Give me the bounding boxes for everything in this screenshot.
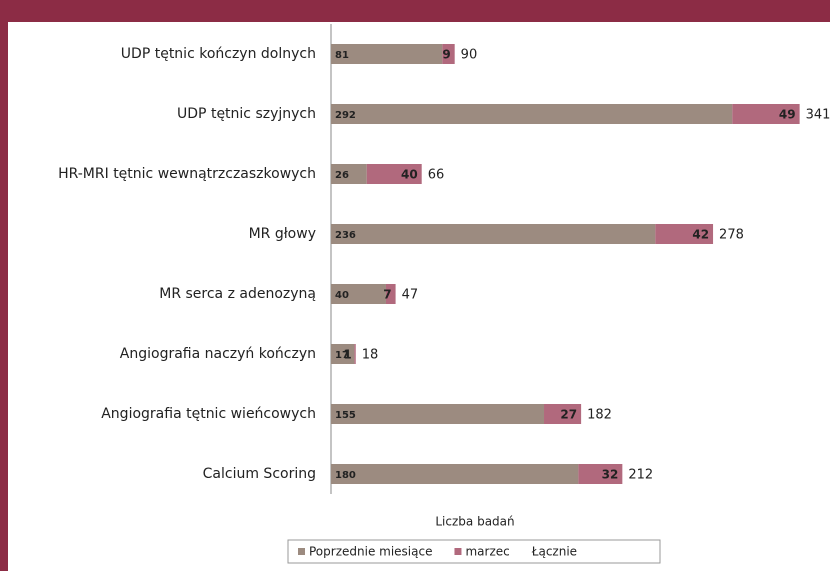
y-tick-label: Angiografia naczyń kończyn (120, 346, 316, 362)
data-label: 9 (442, 48, 450, 62)
bar-segment (331, 104, 733, 124)
legend-label: marzec (465, 545, 509, 559)
y-tick-label: UDP tętnic kończyn dolnych (121, 46, 316, 62)
data-label: 27 (560, 408, 577, 422)
y-tick-label: Angiografia tętnic wieńcowych (101, 406, 316, 422)
bar-segment (732, 104, 800, 124)
bar-segment (578, 464, 623, 484)
bar-segment (331, 464, 579, 484)
bar-segment (331, 404, 545, 424)
total-label: 278 (719, 228, 744, 243)
total-label: 47 (402, 288, 419, 303)
bar-segment (354, 344, 356, 364)
bar-segment (331, 224, 656, 244)
bar-segment (385, 284, 396, 304)
total-label: 182 (587, 408, 612, 423)
legend-swatch (454, 548, 462, 555)
x-axis-label: Liczba badań (435, 515, 514, 529)
data-label: 7 (383, 288, 391, 302)
bar-segment (442, 44, 455, 64)
data-label: 292 (335, 110, 356, 121)
bar-segment (331, 164, 367, 184)
data-label: 1 (343, 348, 351, 362)
bar-segment (331, 284, 386, 304)
data-label: 26 (335, 170, 349, 181)
total-label: 18 (362, 348, 379, 363)
y-tick-label: MR głowy (249, 226, 316, 242)
data-label: 81 (335, 50, 349, 61)
data-label: 17 (335, 350, 349, 361)
data-label: 40 (401, 168, 418, 182)
total-label: 90 (461, 48, 478, 63)
bar-segment (366, 164, 422, 184)
data-label: 180 (335, 470, 356, 481)
data-label: 40 (335, 290, 349, 301)
legend-box (287, 539, 661, 564)
total-label: 66 (428, 168, 445, 183)
total-label: 341 (806, 108, 830, 123)
y-tick-label: Calcium Scoring (203, 466, 316, 482)
data-label: 155 (335, 410, 356, 421)
bar-segment (544, 404, 582, 424)
bar-segment (331, 344, 355, 364)
bar-segment (331, 44, 443, 64)
bar-segment (655, 224, 714, 244)
y-tick-label: MR serca z adenozyną (159, 286, 316, 302)
y-tick-label: UDP tętnic szyjnych (177, 106, 316, 122)
data-label: 236 (335, 230, 356, 241)
data-label: 42 (692, 228, 709, 242)
legend-swatch (298, 548, 305, 555)
legend-label: Łącznie (531, 545, 577, 559)
total-label: 212 (628, 468, 653, 483)
legend-label: Poprzednie miesiące (309, 545, 432, 559)
data-label: 32 (602, 468, 619, 482)
data-label: 49 (779, 108, 796, 122)
y-tick-label: HR-MRI tętnic wewnątrzczaszkowych (58, 166, 316, 182)
